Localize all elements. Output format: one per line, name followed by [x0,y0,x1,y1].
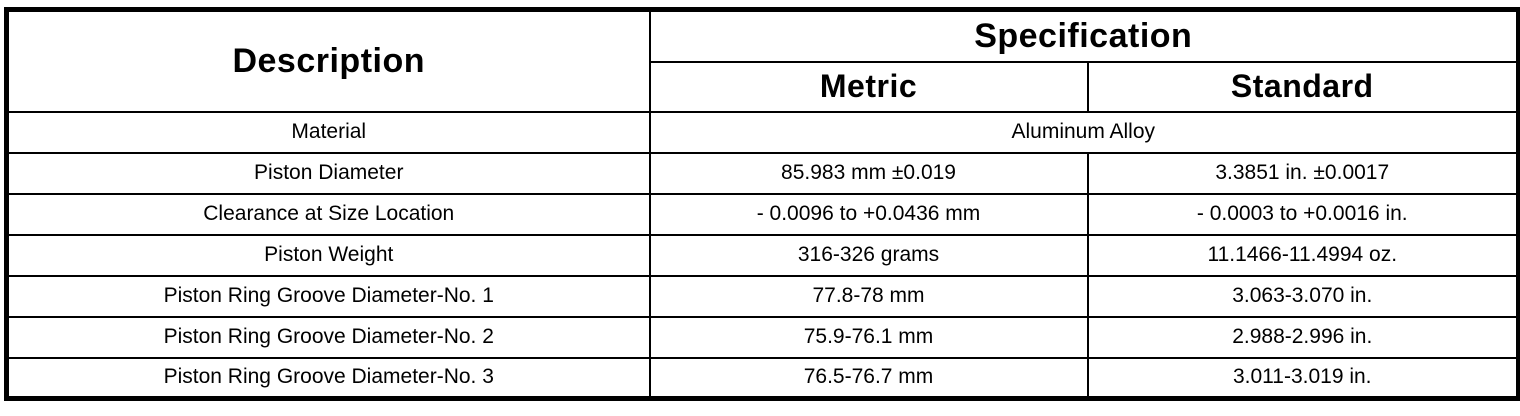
table-row-ring-groove-3: Piston Ring Groove Diameter-No. 3 76.5-7… [5,356,1520,400]
cell-standard: 3.063-3.070 in. [1086,274,1520,318]
cell-standard: 3.011-3.019 in. [1086,356,1520,400]
cell-standard: 11.1466-11.4994 oz. [1086,233,1520,277]
table-header: Description Specification Metric Standar… [5,8,1520,113]
cell-metric: 85.983 mm ±0.019 [648,151,1089,195]
column-header-specification: Specification [648,8,1520,63]
cell-standard: 3.3851 in. ±0.0017 [1086,151,1520,195]
column-header-description: Description [5,8,651,113]
cell-description: Piston Ring Groove Diameter-No. 1 [5,274,651,318]
table-row-piston-diameter: Piston Diameter 85.983 mm ±0.019 3.3851 … [5,151,1520,195]
table-row-piston-weight: Piston Weight 316-326 grams 11.1466-11.4… [5,233,1520,277]
table-row-material: Material Aluminum Alloy [5,110,1520,154]
cell-material-value: Aluminum Alloy [648,110,1520,154]
header-row-units: Metric Standard [7,60,1520,113]
cell-metric: 316-326 grams [648,233,1089,277]
cell-material-description: Material [5,110,651,154]
header-row-specification: Description Specification [5,8,1520,113]
cell-metric: - 0.0096 to +0.0436 mm [648,192,1089,236]
cell-metric: 77.8-78 mm [648,274,1089,318]
table-row-ring-groove-2: Piston Ring Groove Diameter-No. 2 75.9-7… [5,315,1520,359]
piston-specification-table: Description Specification Metric Standar… [4,7,1520,401]
column-header-standard: Standard [1086,60,1520,113]
cell-standard: 2.988-2.996 in. [1086,315,1520,359]
cell-description: Clearance at Size Location [5,192,651,236]
cell-description: Piston Ring Groove Diameter-No. 3 [5,356,651,400]
cell-metric: 76.5-76.7 mm [648,356,1089,400]
column-header-metric: Metric [648,60,1089,113]
table-row-clearance: Clearance at Size Location - 0.0096 to +… [5,192,1520,236]
cell-description: Piston Diameter [5,151,651,195]
table-body: Material Aluminum Alloy Piston Diameter … [5,110,1520,400]
cell-description: Piston Weight [5,233,651,277]
table-row-ring-groove-1: Piston Ring Groove Diameter-No. 1 77.8-7… [5,274,1520,318]
cell-metric: 75.9-76.1 mm [648,315,1089,359]
cell-description: Piston Ring Groove Diameter-No. 2 [5,315,651,359]
cell-standard: - 0.0003 to +0.0016 in. [1086,192,1520,236]
